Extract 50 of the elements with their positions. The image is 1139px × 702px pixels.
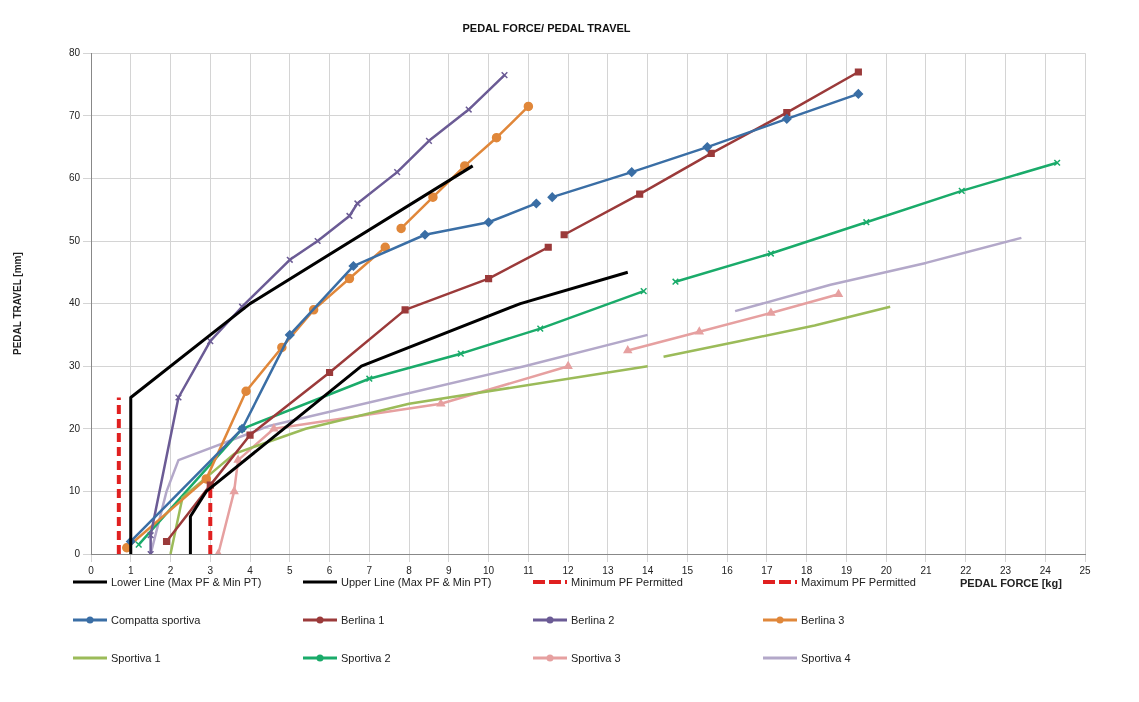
x-tick-label: 1 [127,564,134,576]
legend-label: Compatta sportiva [111,614,201,626]
x-tick-label: 3 [207,564,214,576]
x-tick-label: 11 [523,564,534,576]
x-tick-label: 17 [761,564,773,576]
x-tick-label: 7 [366,564,373,576]
x-tick-label: 20 [880,564,893,576]
legend-label: Sportiva 2 [341,652,391,664]
y-axis-title: PEDAL TRAVEL [mm] [11,252,23,355]
y-tick-label: 20 [68,422,81,434]
y-tick-label: 60 [68,172,81,184]
y-tick-label: 80 [68,46,81,58]
y-tick-label: 30 [68,359,81,371]
x-tick-label: 25 [1079,564,1091,576]
x-tick-label: 5 [287,564,294,576]
x-tick-label: 12 [562,564,575,576]
legend-label: Berlina 3 [801,614,845,626]
x-tick-label: 2 [167,564,174,576]
x-tick-label: 9 [446,564,453,576]
x-tick-label: 21 [920,564,932,576]
x-tick-label: 6 [326,564,333,576]
x-tick-label: 16 [721,564,734,576]
x-tick-label: 19 [840,564,853,576]
y-tick-label: 50 [68,234,81,246]
legend-label: Sportiva 3 [571,652,621,664]
x-tick-label: 13 [602,564,614,576]
legend-label: Berlina 2 [571,614,615,626]
x-tick-label: 18 [801,564,813,576]
x-tick-label: 15 [681,564,694,576]
legend-label: Maximum PF Permitted [801,576,916,588]
y-tick-label: 0 [74,547,81,559]
x-tick-label: 0 [88,564,95,576]
y-tick-label: 70 [68,109,81,121]
y-tick-label: 10 [68,485,81,497]
x-axis-title: PEDAL FORCE [kg] [960,577,1062,589]
legend-label: Berlina 1 [341,614,385,626]
legend-label: Lower Line (Max PF & Min PT) [111,576,262,588]
x-tick-label: 14 [642,564,654,576]
legend-label: Sportiva 1 [111,652,161,664]
legend-label: Upper Line (Max PF & Min PT) [341,576,492,588]
legend-label: Sportiva 4 [801,652,851,664]
chart-title: PEDAL FORCE/ PEDAL TRAVEL [462,21,631,34]
x-tick-label: 22 [960,564,972,576]
x-tick-label: 10 [483,564,495,576]
x-tick-label: 8 [406,564,413,576]
x-tick-label: 23 [999,564,1012,576]
y-tick-label: 40 [68,297,81,309]
x-tick-label: 4 [247,564,254,576]
legend-label: Minimum PF Permitted [571,576,683,588]
x-tick-label: 24 [1039,564,1052,576]
